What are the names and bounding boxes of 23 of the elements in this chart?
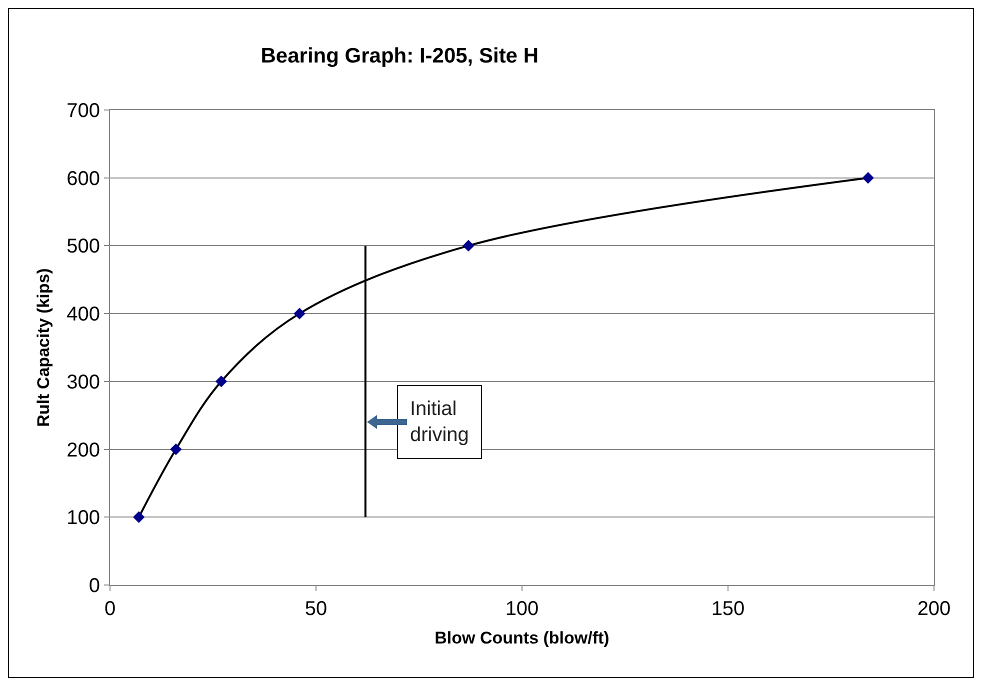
point xyxy=(132,511,145,523)
y-tick-label: 200 xyxy=(66,439,100,462)
x-tick-label: 150 xyxy=(711,598,745,620)
x-tick-label: 50 xyxy=(304,598,328,620)
point xyxy=(462,240,474,252)
point xyxy=(170,443,182,456)
point xyxy=(294,308,306,320)
x-tick-label: 200 xyxy=(917,598,951,620)
point xyxy=(862,172,874,184)
x-tick-label: 100 xyxy=(505,598,539,620)
y-tick-label: 600 xyxy=(66,168,100,190)
y-tick-label: 400 xyxy=(66,304,100,326)
y-tick-label: 100 xyxy=(66,507,100,530)
y-tick-label: 700 xyxy=(66,100,100,122)
x-axis-title: Blow Counts (blow/ft) xyxy=(434,628,610,648)
y-tick-label: 300 xyxy=(66,371,100,394)
point xyxy=(215,376,228,388)
x-tick-label: 0 xyxy=(104,598,116,620)
annotation: Initial driving xyxy=(410,398,469,446)
chart-title: Bearing Graph: I-205, Site H xyxy=(260,44,539,68)
y-axis-title: Rult Capacity (kips) xyxy=(34,268,54,427)
y-tick-label: 500 xyxy=(66,236,100,258)
y-tick-label: 0 xyxy=(88,575,100,597)
